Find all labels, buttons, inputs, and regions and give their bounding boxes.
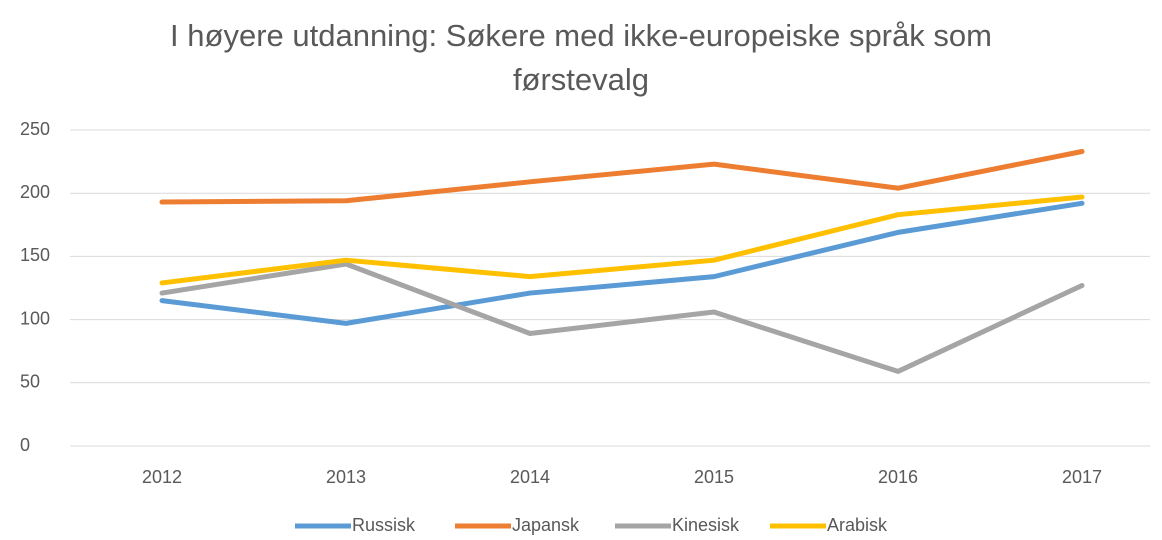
y-tick-label: 50 — [20, 372, 40, 392]
x-tick-label: 2014 — [510, 467, 550, 487]
legend-label: Russisk — [352, 515, 416, 535]
chart-title: I høyere utdanning: Søkere med ikke-euro… — [170, 18, 992, 97]
series-line — [159, 200, 1085, 326]
legend-label: Japansk — [512, 515, 580, 535]
y-tick-label: 200 — [20, 182, 50, 202]
x-tick-label: 2013 — [326, 467, 366, 487]
y-tick-label: 0 — [20, 435, 30, 455]
x-tick-label: 2017 — [1062, 467, 1102, 487]
x-tick-label: 2015 — [694, 467, 734, 487]
legend-label: Arabisk — [827, 515, 888, 535]
series-line — [159, 261, 1085, 374]
y-tick-label: 250 — [20, 119, 50, 139]
x-tick-label: 2016 — [878, 467, 918, 487]
y-tick-label: 100 — [20, 308, 50, 328]
y-tick-label: 150 — [20, 245, 50, 265]
series-line — [159, 194, 1085, 286]
legend-label: Kinesisk — [672, 515, 740, 535]
x-tick-label: 2012 — [142, 467, 182, 487]
series-line — [159, 148, 1085, 205]
